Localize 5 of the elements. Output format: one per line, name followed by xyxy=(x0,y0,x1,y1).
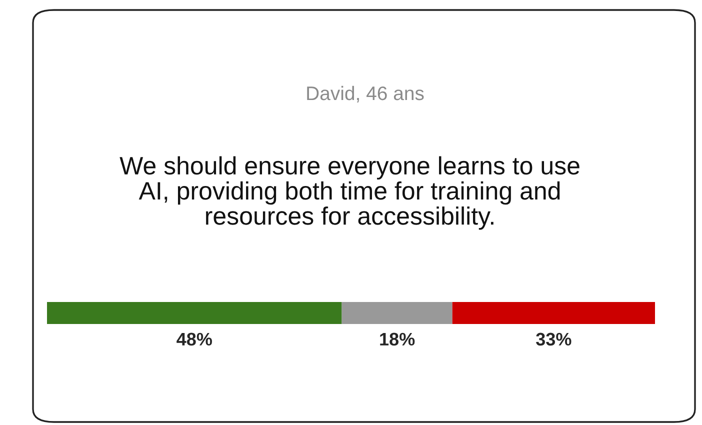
data-label: 18% xyxy=(380,332,415,346)
chart-subtitle: We should ensure everyone learns to use AI, providing both time for training and resources for accessibility. xyxy=(120,156,580,230)
data-label: 48% xyxy=(176,332,212,346)
data-label: 33% xyxy=(536,332,572,346)
chart-title: David, 46 ans xyxy=(307,86,424,103)
